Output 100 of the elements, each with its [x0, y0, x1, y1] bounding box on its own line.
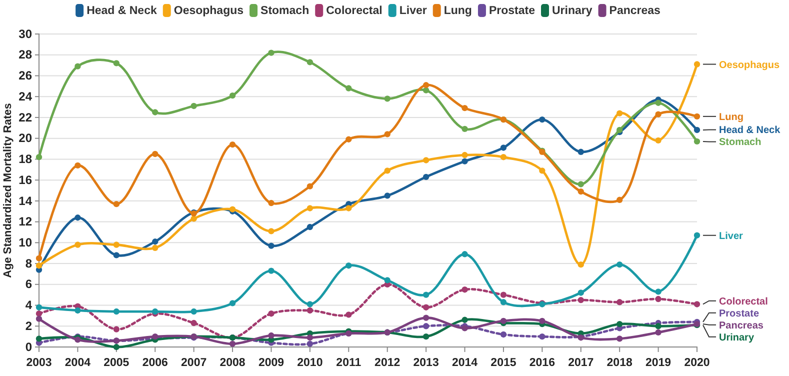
- y-tick-label: 28: [18, 48, 32, 62]
- y-tick-label: 2: [25, 318, 32, 333]
- text: Colorectal: [719, 296, 768, 308]
- legend-label: Pancreas: [609, 5, 660, 18]
- point: [422, 174, 430, 180]
- point: [36, 316, 42, 322]
- x-tick-label: 2006: [142, 357, 168, 370]
- x-tick-label: 2009: [258, 357, 284, 370]
- y-tick-label: 16: [18, 172, 32, 187]
- point: [422, 314, 430, 321]
- point: [694, 126, 700, 134]
- point: [74, 307, 81, 314]
- x-tick-label: 2004: [64, 357, 92, 370]
- text: Oesophagus: [719, 60, 780, 71]
- x-tick-label: 2005: [104, 357, 130, 370]
- x-tick-label: 2020: [684, 357, 710, 370]
- text: Pancreas: [719, 320, 764, 332]
- point: [268, 332, 274, 339]
- x-tick-label: 2019: [645, 357, 672, 370]
- x-tick-label: 2012: [374, 357, 400, 370]
- point: [229, 340, 236, 347]
- y-tick-label: 20: [18, 131, 32, 146]
- point: [268, 50, 274, 56]
- point: [268, 268, 274, 274]
- y-tick-label: 14: [18, 194, 32, 208]
- point: [36, 154, 42, 160]
- point: [422, 87, 430, 94]
- point: [422, 323, 430, 330]
- point: [346, 136, 352, 142]
- point: [655, 111, 662, 118]
- point: [616, 126, 623, 134]
- point: [384, 277, 390, 284]
- text: Lung: [719, 112, 744, 123]
- text: Prostate: [719, 308, 760, 320]
- y-tick-label: 8: [25, 256, 32, 270]
- x-tick-label: 2014: [452, 357, 478, 370]
- point: [539, 333, 546, 340]
- point: [694, 138, 700, 145]
- point: [346, 262, 352, 269]
- point: [113, 60, 120, 66]
- point: [422, 304, 430, 310]
- point: [152, 333, 158, 340]
- legend-label: Colorectal: [326, 5, 382, 18]
- point: [578, 148, 584, 155]
- point: [462, 104, 468, 112]
- point: [74, 242, 81, 248]
- legend-label: Head & Neck: [86, 5, 158, 18]
- point: [655, 329, 662, 336]
- point: [268, 310, 274, 317]
- point: [616, 320, 623, 328]
- point: [694, 232, 700, 238]
- point: [462, 126, 468, 132]
- point: [578, 181, 584, 188]
- point: [306, 59, 314, 66]
- text: Urinary: [719, 332, 754, 344]
- point: [655, 100, 662, 106]
- point: [500, 144, 507, 151]
- y-tick-label: 6: [25, 277, 32, 292]
- point: [113, 200, 120, 208]
- point: [113, 326, 120, 332]
- x-tick-label: 2007: [181, 357, 207, 370]
- y-tick-label: 18: [18, 152, 32, 166]
- point: [578, 296, 584, 304]
- point: [306, 301, 314, 308]
- legend-label: Liver: [399, 5, 428, 18]
- point: [462, 152, 468, 158]
- point: [500, 292, 507, 298]
- point: [346, 312, 352, 318]
- x-tick-label: 2015: [490, 357, 517, 370]
- point: [268, 242, 274, 249]
- point: [616, 110, 623, 116]
- point: [616, 336, 623, 342]
- point: [655, 323, 662, 330]
- text: Liver: [719, 230, 743, 242]
- point: [306, 183, 314, 190]
- point: [36, 262, 42, 269]
- point: [539, 116, 546, 123]
- point: [539, 168, 546, 174]
- legend-label: Oesophagus: [174, 5, 244, 18]
- x-tick-label: 2016: [529, 357, 555, 370]
- point: [113, 242, 120, 248]
- point: [190, 308, 197, 315]
- legend-label: Urinary: [552, 5, 593, 18]
- point: [422, 82, 430, 88]
- point: [462, 316, 468, 323]
- point: [616, 196, 623, 203]
- point: [74, 63, 81, 70]
- y-axis-title: Age Standardized Mortality Rates: [2, 103, 14, 278]
- y-tick-label: 4: [25, 298, 32, 312]
- point: [113, 252, 120, 258]
- y-tick-label: 24: [18, 89, 32, 104]
- point: [384, 131, 390, 138]
- point: [655, 296, 662, 302]
- x-tick-label: 2003: [26, 357, 52, 370]
- point: [152, 308, 158, 315]
- point: [152, 238, 158, 245]
- point: [500, 154, 507, 160]
- point: [190, 320, 197, 326]
- point: [694, 301, 700, 308]
- point: [384, 168, 390, 174]
